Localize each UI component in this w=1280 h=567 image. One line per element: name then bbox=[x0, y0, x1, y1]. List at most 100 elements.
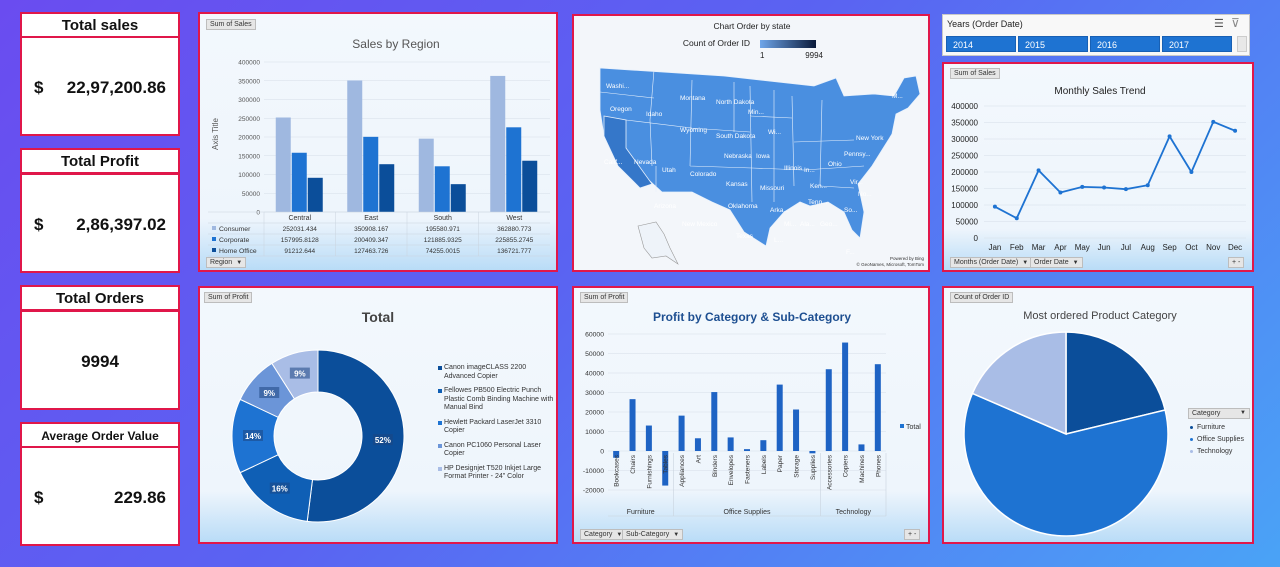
state-label[interactable]: Wi... bbox=[768, 129, 781, 136]
trend-point[interactable] bbox=[992, 204, 997, 209]
state-label[interactable]: Oregon bbox=[610, 106, 632, 113]
state-label[interactable]: Mi... bbox=[784, 221, 796, 228]
bar-consumer[interactable] bbox=[347, 80, 363, 212]
state-label[interactable]: Min... bbox=[748, 109, 764, 116]
usa-shape[interactable] bbox=[599, 67, 921, 247]
region-filter-button[interactable]: Region ▼ bbox=[206, 257, 247, 268]
state-label[interactable]: Oklahoma bbox=[728, 203, 758, 210]
profit-bar[interactable] bbox=[694, 438, 701, 451]
california-shape[interactable] bbox=[603, 115, 653, 189]
state-label[interactable]: F... bbox=[846, 249, 855, 256]
state-label[interactable]: Vir... bbox=[850, 179, 863, 186]
trend-point[interactable] bbox=[1145, 183, 1150, 188]
state-label[interactable]: In... bbox=[804, 167, 815, 174]
bar-corporate[interactable] bbox=[291, 152, 307, 212]
trend-point[interactable] bbox=[1102, 185, 1107, 190]
trend-point[interactable] bbox=[1058, 190, 1063, 195]
state-label[interactable]: New Mexico bbox=[682, 221, 718, 228]
state-label[interactable]: Missouri bbox=[760, 185, 784, 192]
multi-select-icon[interactable]: ☰ bbox=[1214, 18, 1224, 30]
expand-collapse-button[interactable]: + - bbox=[1228, 257, 1245, 268]
state-label[interactable]: New York bbox=[856, 135, 884, 142]
bar-consumer[interactable] bbox=[490, 75, 506, 212]
state-label[interactable]: Arizona bbox=[654, 203, 676, 210]
profit-bar[interactable] bbox=[842, 342, 849, 451]
trend-point[interactable] bbox=[1211, 119, 1216, 124]
trend-point[interactable] bbox=[1233, 128, 1238, 133]
bar-corporate[interactable] bbox=[434, 166, 450, 212]
sum-of-profit-field-button[interactable]: Sum of Profit bbox=[204, 292, 253, 303]
bar-home-office[interactable] bbox=[522, 160, 538, 212]
state-label[interactable]: L... bbox=[774, 237, 783, 244]
state-label[interactable]: M... bbox=[892, 93, 903, 100]
profit-bar[interactable] bbox=[727, 437, 734, 451]
sum-of-sales-field-button[interactable]: Sum of Sales bbox=[206, 19, 256, 30]
count-of-order-id-field-button[interactable]: Count of Order ID bbox=[950, 292, 1014, 303]
pie-slice[interactable] bbox=[971, 331, 1067, 436]
profit-expand-collapse-button[interactable]: + - bbox=[904, 529, 921, 540]
bar-corporate[interactable] bbox=[363, 136, 379, 212]
trend-point[interactable] bbox=[1014, 216, 1019, 221]
state-label[interactable]: Kansas bbox=[726, 181, 748, 188]
profit-bar[interactable] bbox=[744, 449, 750, 451]
pie-slice[interactable] bbox=[963, 392, 1169, 537]
bar-home-office[interactable] bbox=[307, 177, 323, 212]
bar-home-office[interactable] bbox=[379, 164, 395, 212]
profit-bar[interactable] bbox=[662, 451, 669, 486]
state-label[interactable]: Colorado bbox=[690, 171, 717, 178]
state-label[interactable]: Tenn... bbox=[808, 199, 828, 206]
donut-slice[interactable] bbox=[306, 349, 405, 523]
trend-point[interactable] bbox=[1167, 134, 1172, 139]
category-legend-filter-button[interactable]: Category ▼ bbox=[1188, 408, 1250, 419]
state-label[interactable]: Ala... bbox=[800, 221, 815, 228]
alaska-shape[interactable] bbox=[637, 221, 679, 265]
trend-point[interactable] bbox=[1123, 187, 1128, 192]
year-2014-button[interactable]: 2014 bbox=[946, 36, 1016, 52]
state-label[interactable]: Nevada bbox=[634, 159, 657, 166]
sum-of-sales-trend-field-button[interactable]: Sum of Sales bbox=[950, 68, 1000, 79]
bar-home-office[interactable] bbox=[450, 184, 466, 212]
profit-bar[interactable] bbox=[629, 399, 636, 451]
profit-bar[interactable] bbox=[613, 451, 620, 458]
clear-filter-icon[interactable]: ⊽ bbox=[1231, 16, 1240, 30]
state-label[interactable]: Idaho bbox=[646, 111, 663, 118]
profit-bar[interactable] bbox=[874, 364, 881, 451]
year-2015-button[interactable]: 2015 bbox=[1018, 36, 1088, 52]
state-label[interactable]: Pennsy... bbox=[844, 151, 871, 158]
slicer-scrollbar[interactable] bbox=[1237, 36, 1247, 52]
state-label[interactable]: South Dakota bbox=[716, 133, 756, 140]
bar-consumer[interactable] bbox=[418, 138, 434, 212]
state-label[interactable]: Ken... bbox=[810, 183, 827, 190]
profit-bar[interactable] bbox=[711, 392, 718, 451]
state-label[interactable]: So... bbox=[844, 207, 858, 214]
sales-trend-line[interactable] bbox=[994, 120, 1236, 220]
profit-bar[interactable] bbox=[760, 440, 767, 451]
year-2016-button[interactable]: 2016 bbox=[1090, 36, 1160, 52]
profit-bar[interactable] bbox=[825, 369, 832, 451]
state-label[interactable]: Wyoming bbox=[680, 127, 707, 134]
profit-bar[interactable] bbox=[776, 384, 783, 451]
state-label[interactable]: Washi... bbox=[606, 83, 629, 90]
state-label[interactable]: Texas bbox=[736, 233, 754, 240]
trend-point[interactable] bbox=[1036, 168, 1041, 173]
state-label[interactable]: Iowa bbox=[756, 153, 770, 160]
state-label[interactable]: No... bbox=[858, 191, 872, 198]
state-label[interactable]: North Dakota bbox=[716, 99, 755, 106]
state-label[interactable]: Calif... bbox=[604, 159, 623, 166]
pie-slice[interactable] bbox=[1065, 331, 1167, 435]
state-label[interactable]: Utah bbox=[662, 167, 676, 174]
trend-point[interactable] bbox=[1189, 170, 1194, 174]
sub-category-filter-button[interactable]: Sub-Category ▼ bbox=[622, 529, 684, 540]
state-label[interactable]: Ohio bbox=[828, 161, 842, 168]
state-label[interactable]: Illinois bbox=[784, 165, 803, 172]
trend-point[interactable] bbox=[1080, 184, 1085, 189]
profit-bar[interactable] bbox=[678, 415, 685, 451]
bar-consumer[interactable] bbox=[275, 117, 291, 212]
profit-bar[interactable] bbox=[793, 409, 800, 451]
state-label[interactable]: Montana bbox=[680, 95, 706, 102]
year-2017-button[interactable]: 2017 bbox=[1162, 36, 1232, 52]
profit-bar[interactable] bbox=[645, 425, 652, 451]
profit-bar[interactable] bbox=[809, 451, 816, 454]
bar-corporate[interactable] bbox=[506, 127, 522, 212]
profit-bar[interactable] bbox=[858, 444, 865, 451]
